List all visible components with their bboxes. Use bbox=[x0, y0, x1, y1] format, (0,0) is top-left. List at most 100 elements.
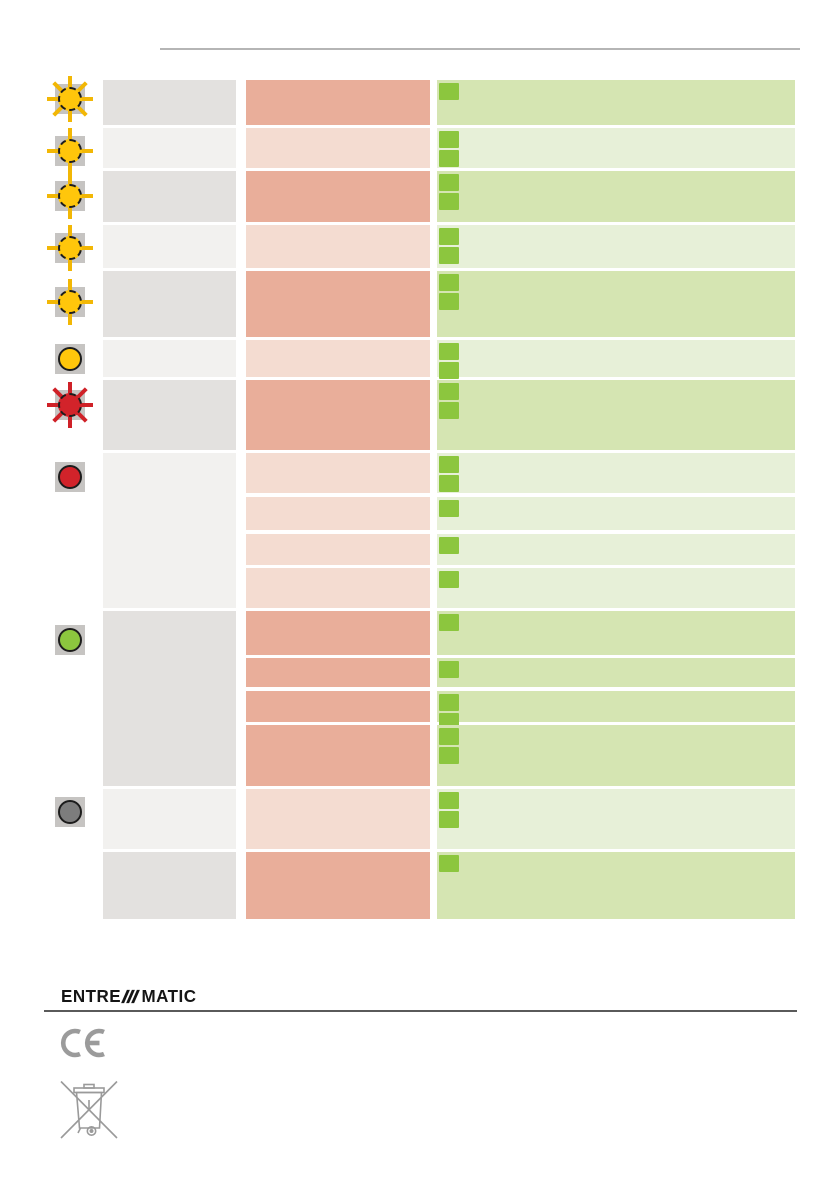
row-5-cause-cell bbox=[246, 271, 430, 337]
led-bulb bbox=[58, 290, 82, 314]
row-9-remedy-cell bbox=[437, 691, 795, 730]
green-bullet-square bbox=[439, 83, 459, 100]
logo-text-right: MATIC bbox=[141, 986, 197, 1006]
row-8-cause-cell bbox=[246, 568, 430, 608]
led-bulb bbox=[58, 800, 82, 824]
led-bulb bbox=[58, 236, 82, 260]
row-4-remedy-cell bbox=[437, 225, 795, 268]
row-9-remedy-cell bbox=[437, 611, 795, 655]
led-bulb bbox=[58, 465, 82, 489]
green-bullet-square bbox=[439, 614, 459, 631]
green-bullet-square bbox=[439, 228, 459, 245]
row-9-cause-cell bbox=[246, 691, 430, 722]
row-9-cause-cell bbox=[246, 611, 430, 655]
row-3-description-cell bbox=[103, 171, 236, 222]
row-2-cause-cell bbox=[246, 128, 430, 168]
green-bullet-square bbox=[439, 792, 459, 809]
row-4-description-cell bbox=[103, 225, 236, 268]
led-red-on-icon bbox=[55, 462, 85, 492]
green-bullet-square bbox=[439, 694, 459, 711]
row-11-cause-cell bbox=[246, 852, 430, 919]
led-bulb bbox=[58, 139, 82, 163]
green-bullet-square bbox=[439, 274, 459, 291]
led-yellow-on-icon bbox=[55, 344, 85, 374]
row-5-remedy-cell bbox=[437, 271, 795, 337]
green-bullet-square bbox=[439, 150, 459, 167]
entrematic-logo: ENTRE MATIC bbox=[61, 986, 197, 1006]
led-bulb bbox=[58, 393, 82, 417]
row-9-description-cell bbox=[103, 611, 236, 786]
row-6-remedy-cell bbox=[437, 340, 795, 379]
row-6-cause-cell bbox=[246, 340, 430, 377]
led-yellow-blink-icon bbox=[47, 173, 93, 219]
led-bulb bbox=[58, 87, 82, 111]
row-8-cause-cell bbox=[246, 453, 430, 493]
row-2-description-cell bbox=[103, 128, 236, 168]
row-5-description-cell bbox=[103, 271, 236, 337]
green-bullet-square bbox=[439, 537, 459, 554]
row-1-remedy-cell bbox=[437, 80, 795, 125]
row-11-remedy-cell bbox=[437, 852, 795, 919]
row-1-cause-cell bbox=[246, 80, 430, 125]
green-bullet-square bbox=[439, 362, 459, 379]
row-8-remedy-cell bbox=[437, 534, 795, 565]
row-10-description-cell bbox=[103, 789, 236, 849]
row-8-cause-cell bbox=[246, 534, 430, 565]
led-yellow-blink-icon bbox=[47, 128, 93, 174]
row-7-remedy-cell bbox=[437, 380, 795, 450]
green-bullet-square bbox=[439, 131, 459, 148]
led-yellow-blink-fast-icon bbox=[47, 76, 93, 122]
led-off-icon bbox=[55, 797, 85, 827]
row-3-cause-cell bbox=[246, 171, 430, 222]
row-11-description-cell bbox=[103, 852, 236, 919]
footer-rule bbox=[44, 1010, 797, 1012]
weee-crossed-bin-icon bbox=[60, 1080, 118, 1139]
led-bulb bbox=[58, 347, 82, 371]
row-10-cause-cell bbox=[246, 789, 430, 849]
header-rule bbox=[160, 48, 800, 50]
green-bullet-square bbox=[439, 571, 459, 588]
row-6-description-cell bbox=[103, 340, 236, 377]
row-7-description-cell bbox=[103, 380, 236, 450]
row-2-remedy-cell bbox=[437, 128, 795, 168]
row-9-remedy-cell bbox=[437, 658, 795, 687]
row-3-remedy-cell bbox=[437, 171, 795, 222]
green-bullet-square bbox=[439, 661, 459, 678]
row-4-cause-cell bbox=[246, 225, 430, 268]
row-8-remedy-cell bbox=[437, 568, 795, 608]
led-red-blink-icon bbox=[47, 382, 93, 428]
green-bullet-square bbox=[439, 500, 459, 517]
row-8-description-cell bbox=[103, 453, 236, 608]
row-9-cause-cell bbox=[246, 658, 430, 687]
led-yellow-blink-icon bbox=[47, 225, 93, 271]
row-9-remedy-cell bbox=[437, 725, 795, 786]
row-7-cause-cell bbox=[246, 380, 430, 450]
row-8-cause-cell bbox=[246, 497, 430, 530]
green-bullet-square bbox=[439, 293, 459, 310]
row-9-cause-cell bbox=[246, 725, 430, 786]
green-bullet-square bbox=[439, 747, 459, 764]
green-bullet-square bbox=[439, 855, 459, 872]
row-10-remedy-cell bbox=[437, 789, 795, 849]
green-bullet-square bbox=[439, 193, 459, 210]
led-yellow-blink-icon bbox=[47, 279, 93, 325]
row-1-description-cell bbox=[103, 80, 236, 125]
green-bullet-square bbox=[439, 456, 459, 473]
row-8-remedy-cell bbox=[437, 497, 795, 530]
row-8-remedy-cell bbox=[437, 453, 795, 493]
green-bullet-square bbox=[439, 811, 459, 828]
ce-mark-icon bbox=[60, 1028, 105, 1058]
green-bullet-square bbox=[439, 402, 459, 419]
green-bullet-square bbox=[439, 174, 459, 191]
green-bullet-square bbox=[439, 383, 459, 400]
green-bullet-square bbox=[439, 343, 459, 360]
logo-text-left: ENTRE bbox=[61, 986, 122, 1006]
green-bullet-square bbox=[439, 475, 459, 492]
logo-slashes-icon bbox=[121, 989, 140, 1004]
green-bullet-square bbox=[439, 728, 459, 745]
led-green-on-icon bbox=[55, 625, 85, 655]
led-bulb bbox=[58, 184, 82, 208]
led-bulb bbox=[58, 628, 82, 652]
green-bullet-square bbox=[439, 247, 459, 264]
